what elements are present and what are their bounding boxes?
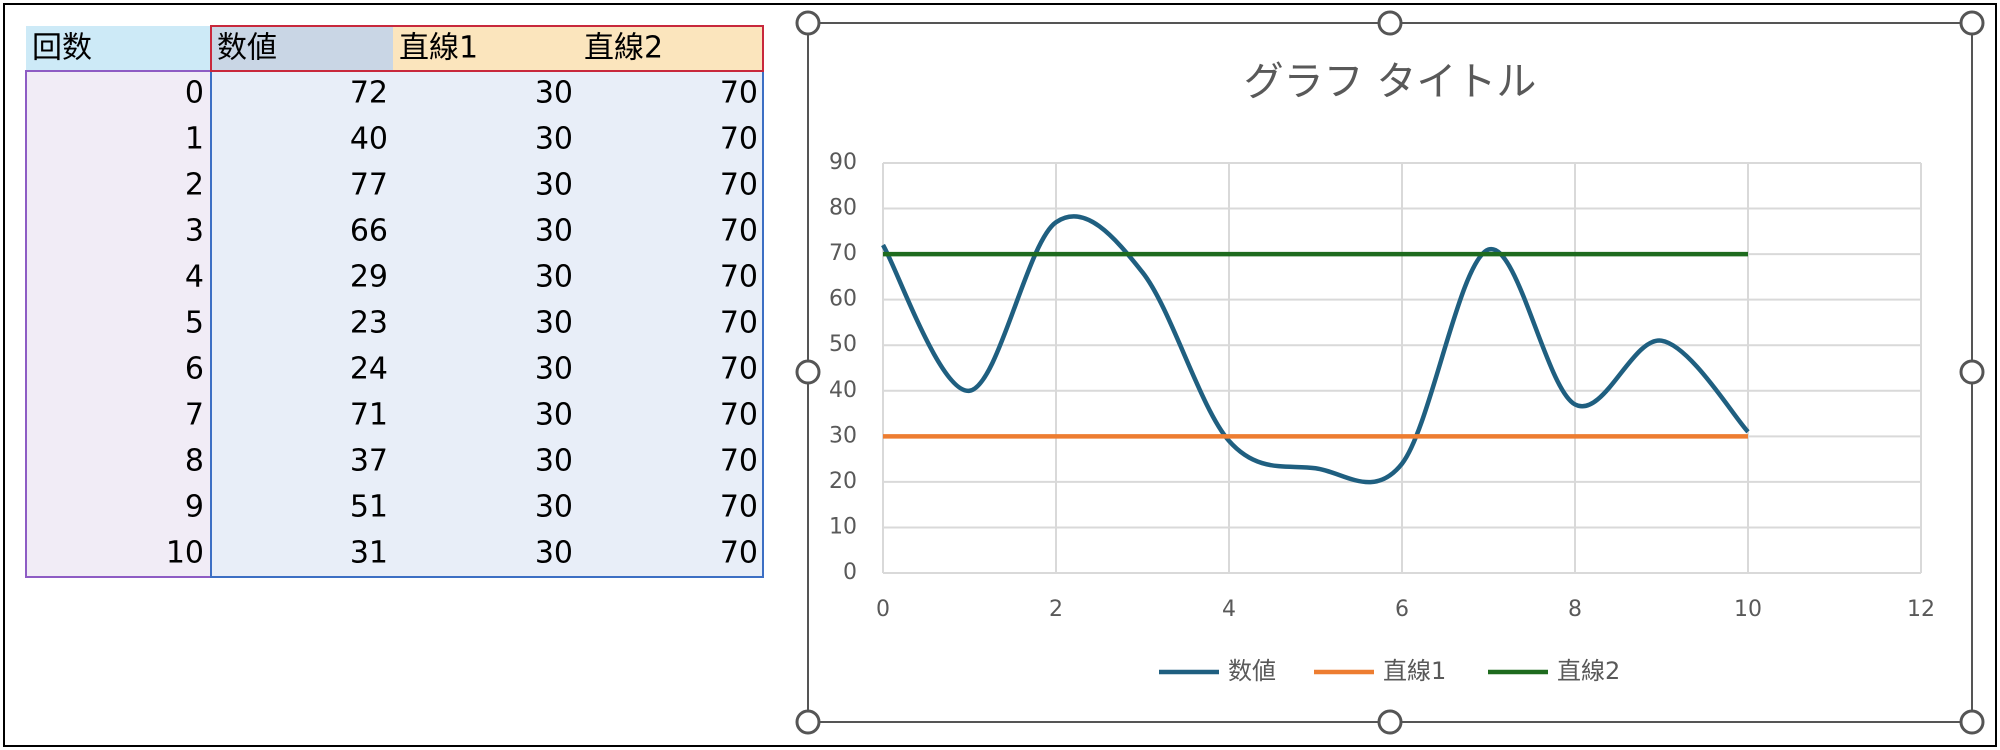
resize-handle[interactable]	[1959, 10, 1985, 36]
table-cell: 70	[720, 306, 758, 341]
y-tick-label: 0	[843, 560, 857, 585]
index-range	[25, 70, 212, 578]
table-cell: 8	[185, 444, 204, 479]
table-cell: 30	[535, 306, 573, 341]
header-cell	[211, 26, 393, 71]
y-tick-label: 70	[829, 241, 857, 266]
table-cell: 66	[350, 214, 388, 249]
table-header: 直線2	[584, 31, 663, 66]
y-tick-label: 40	[829, 378, 857, 403]
x-tick-label: 10	[1734, 597, 1762, 622]
table-cell: 30	[535, 122, 573, 157]
table-cell: 70	[720, 76, 758, 111]
y-tick-label: 50	[829, 332, 857, 357]
x-tick-label: 2	[1049, 597, 1063, 622]
series-name-range	[210, 25, 764, 72]
data-range	[210, 70, 764, 578]
x-tick-label: 0	[876, 597, 890, 622]
table-cell: 31	[350, 536, 388, 571]
resize-handle[interactable]	[795, 359, 821, 385]
legend-label: 数値	[1228, 657, 1276, 685]
y-tick-label: 10	[829, 514, 857, 539]
legend-label: 直線1	[1383, 657, 1446, 685]
y-tick-label: 60	[829, 287, 857, 312]
table-cell: 70	[720, 398, 758, 433]
resize-handle[interactable]	[1959, 359, 1985, 385]
table-cell: 30	[535, 444, 573, 479]
x-tick-label: 6	[1395, 597, 1409, 622]
header-cell	[393, 26, 763, 71]
table-cell: 30	[535, 536, 573, 571]
y-tick-label: 30	[829, 423, 857, 448]
table-cell: 6	[185, 352, 204, 387]
series-line	[881, 214, 1750, 485]
table-cell: 0	[185, 76, 204, 111]
table-cell: 1	[185, 122, 204, 157]
table-cell: 29	[350, 260, 388, 295]
chart-frame[interactable]	[807, 22, 1973, 723]
table-cell: 30	[535, 260, 573, 295]
chart-title: グラフ タイトル	[1244, 59, 1537, 105]
resize-handle[interactable]	[1377, 10, 1403, 36]
table-cell: 70	[720, 352, 758, 387]
x-tick-label: 8	[1568, 597, 1582, 622]
table-cell: 30	[535, 76, 573, 111]
table-cell: 71	[350, 398, 388, 433]
table-cell: 7	[185, 398, 204, 433]
table-cell: 3	[185, 214, 204, 249]
table-cell: 30	[535, 168, 573, 203]
table-cell: 37	[350, 444, 388, 479]
table-header: 直線1	[399, 31, 478, 66]
resize-handle[interactable]	[795, 709, 821, 735]
table-cell: 77	[350, 168, 388, 203]
legend-label: 直線2	[1557, 657, 1620, 685]
table-cell: 9	[185, 490, 204, 525]
table-cell: 70	[720, 214, 758, 249]
x-tick-label: 12	[1907, 597, 1935, 622]
table-cell: 70	[720, 490, 758, 525]
table-header: 回数	[32, 31, 92, 66]
table-cell: 24	[350, 352, 388, 387]
table-header: 数値	[217, 31, 277, 66]
table-cell: 10	[166, 536, 204, 571]
header-cell	[26, 26, 211, 71]
table-cell: 70	[720, 122, 758, 157]
table-cell: 40	[350, 122, 388, 157]
table-cell: 70	[720, 168, 758, 203]
resize-handle[interactable]	[795, 10, 821, 36]
x-tick-label: 4	[1222, 597, 1236, 622]
table-cell: 4	[185, 260, 204, 295]
table-cell: 30	[535, 214, 573, 249]
table-cell: 5	[185, 306, 204, 341]
table-cell: 70	[720, 444, 758, 479]
table-cell: 30	[535, 352, 573, 387]
table-cell: 30	[535, 398, 573, 433]
y-tick-label: 90	[829, 150, 857, 175]
table-cell: 72	[350, 76, 388, 111]
resize-handle[interactable]	[1377, 709, 1403, 735]
y-tick-label: 80	[829, 196, 857, 221]
table-cell: 23	[350, 306, 388, 341]
table-cell: 30	[535, 490, 573, 525]
table-cell: 70	[720, 260, 758, 295]
table-cell: 70	[720, 536, 758, 571]
table-cell: 2	[185, 168, 204, 203]
table-cell: 51	[350, 490, 388, 525]
resize-handle[interactable]	[1959, 709, 1985, 735]
y-tick-label: 20	[829, 469, 857, 494]
